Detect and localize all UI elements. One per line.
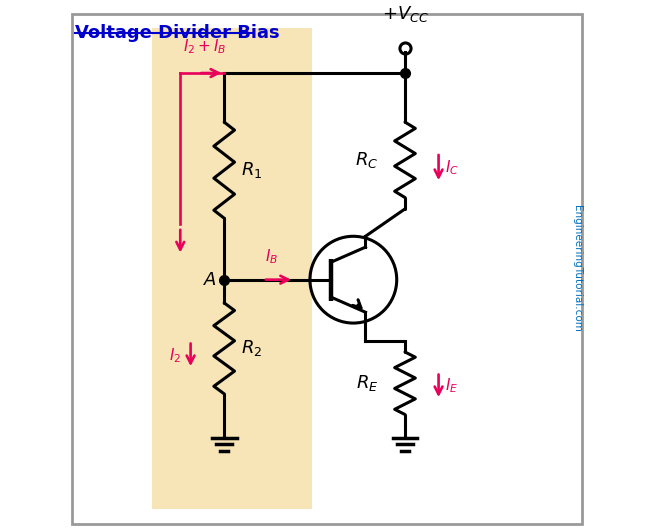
Text: $+V_{CC}$: $+V_{CC}$ (381, 4, 428, 24)
FancyBboxPatch shape (152, 28, 312, 508)
Text: $R_C$: $R_C$ (355, 150, 378, 170)
Text: EngineeringTutorial.com: EngineeringTutorial.com (572, 205, 582, 332)
Text: $R_E$: $R_E$ (356, 373, 378, 393)
Text: $I_2 + I_B$: $I_2 + I_B$ (183, 38, 227, 56)
Text: $I_2$: $I_2$ (169, 347, 181, 365)
Text: Voltage Divider Bias: Voltage Divider Bias (75, 24, 280, 42)
Text: $I_C$: $I_C$ (445, 158, 459, 177)
Text: $I_B$: $I_B$ (265, 247, 278, 266)
Text: $A$: $A$ (202, 271, 217, 289)
Text: $I_E$: $I_E$ (445, 377, 458, 395)
Text: $R_1$: $R_1$ (240, 160, 262, 180)
Text: $R_2$: $R_2$ (240, 338, 262, 359)
